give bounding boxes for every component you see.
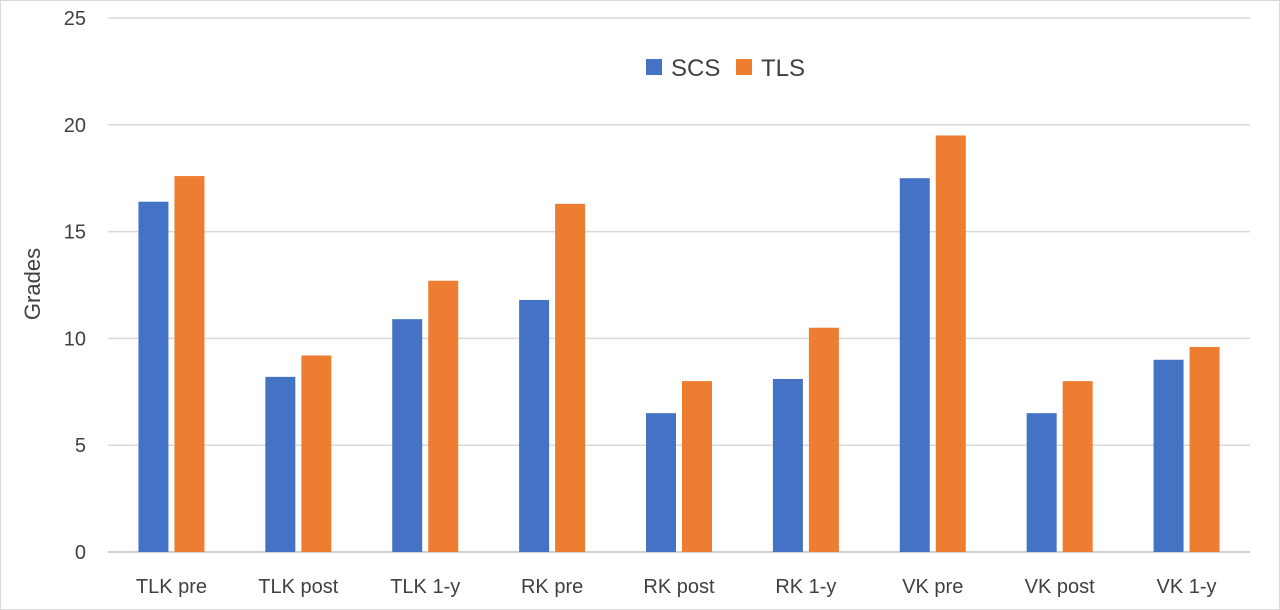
bar-scs-rk-post	[646, 413, 676, 552]
bar-tls-vk-post	[1062, 381, 1093, 552]
x-tick-label: VK pre	[902, 576, 963, 598]
y-tick-label: 15	[64, 222, 86, 244]
bar-scs-tlk-1-y	[392, 319, 423, 552]
y-tick-label: 5	[75, 435, 86, 457]
bar-scs-rk-1-y	[772, 378, 803, 552]
x-tick-label: VK post	[1025, 576, 1095, 598]
gridlines	[108, 17, 1250, 553]
x-tick-label: TLK pre	[136, 576, 207, 598]
y-axis-title: Grades	[20, 248, 45, 320]
y-tick-label: 0	[75, 542, 86, 564]
y-axis-ticks: 0 5 10 15 20 25	[64, 8, 86, 564]
legend: SCS TLS	[646, 55, 805, 82]
bar-scs-vk-pre	[899, 178, 930, 552]
x-tick-label: TLK post	[258, 576, 338, 598]
bar-scs-vk-post	[1026, 413, 1057, 552]
legend-label-tls: TLS	[761, 55, 805, 82]
bars	[138, 135, 1220, 553]
bar-tls-tlk-pre	[174, 176, 205, 552]
bar-tls-rk-pre	[555, 203, 586, 552]
bar-scs-rk-pre	[519, 299, 550, 552]
bar-scs-vk-1-y	[1153, 359, 1184, 552]
legend-swatch-tls	[736, 59, 752, 75]
bar-scs-tlk-pre	[138, 201, 169, 553]
bar-scs-tlk-post	[265, 376, 296, 552]
y-tick-label: 25	[64, 8, 86, 30]
legend-label-scs: SCS	[671, 55, 720, 82]
x-tick-label: VK 1-y	[1157, 576, 1217, 598]
bar-tls-vk-pre	[935, 135, 966, 553]
x-tick-label: RK 1-y	[775, 576, 836, 598]
x-tick-label: RK pre	[521, 576, 583, 598]
bar-tls-rk-1-y	[808, 327, 839, 552]
y-tick-label: 10	[64, 328, 86, 350]
bar-tls-vk-1-y	[1189, 346, 1220, 552]
x-tick-label: RK post	[643, 576, 715, 598]
bar-tls-tlk-1-y	[428, 280, 459, 552]
legend-swatch-scs	[646, 59, 662, 75]
x-tick-label: TLK 1-y	[390, 576, 460, 598]
bar-tls-rk-post	[682, 381, 712, 552]
x-axis-ticks: TLK pre TLK post TLK 1-y RK pre RK post RK 1-…	[136, 576, 1217, 598]
y-tick-label: 20	[64, 115, 86, 137]
bar-tls-tlk-post	[301, 355, 332, 552]
